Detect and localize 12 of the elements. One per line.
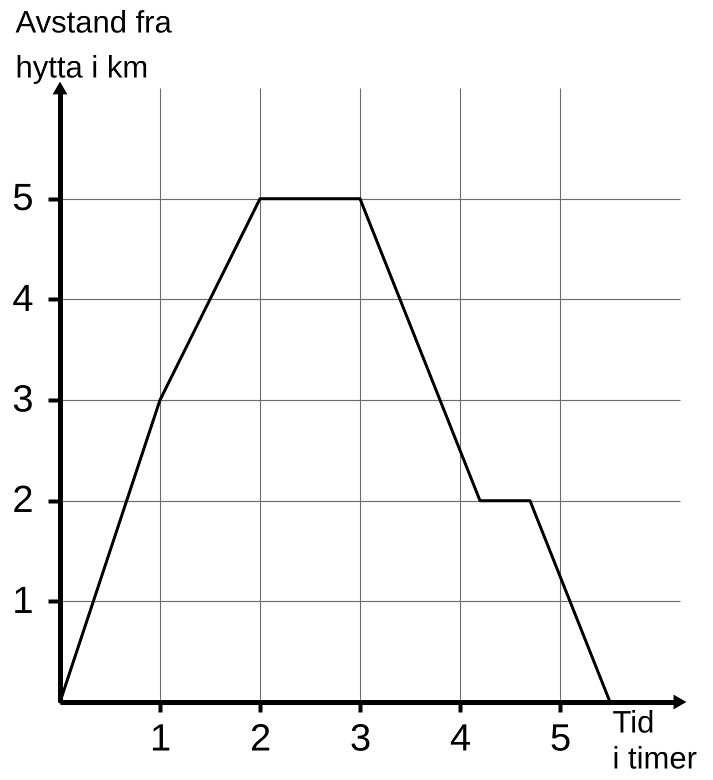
y-tick-label: 5 — [12, 177, 34, 220]
x-tick-label: 3 — [350, 718, 372, 760]
x-tick-label: 1 — [150, 718, 172, 760]
y-tick-label: 3 — [12, 378, 34, 421]
y-axis-title: Avstand fra hytta i km — [16, 4, 172, 84]
y-tick-label: 4 — [12, 278, 34, 320]
x-tick-label: 5 — [550, 718, 572, 760]
x-tick-label: 2 — [250, 718, 272, 760]
y-tick-label: 1 — [12, 580, 34, 622]
x-tick-label: 4 — [450, 718, 472, 760]
x-axis-title: Tid i timer — [612, 704, 697, 776]
y-tick-label: 2 — [12, 479, 34, 522]
